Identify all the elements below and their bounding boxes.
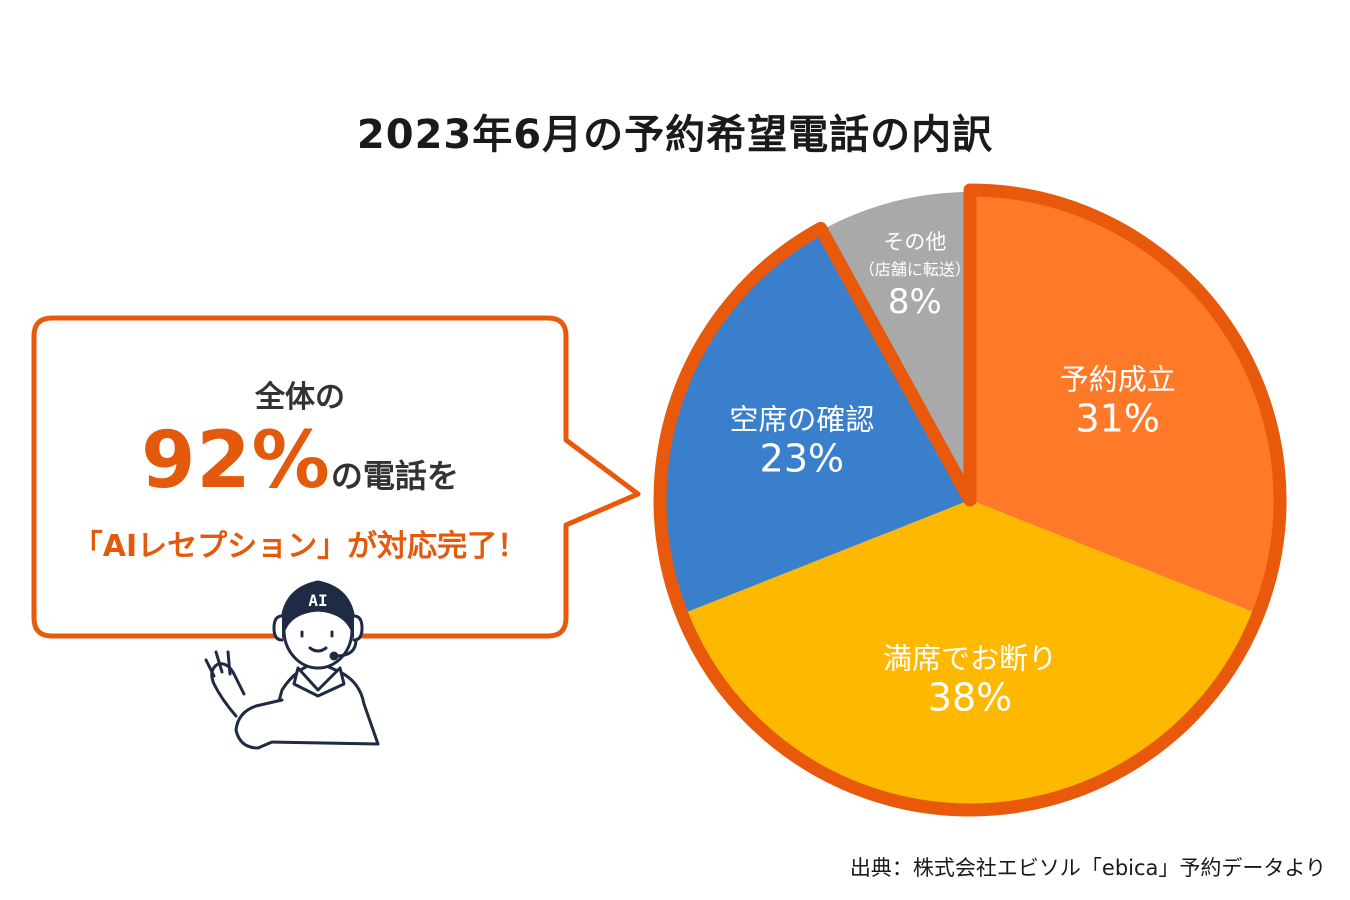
- callout-line3: 「AIレセプション」が対応完了！: [72, 529, 528, 564]
- slice-value-2: 38%: [928, 676, 1012, 720]
- slice-sublabel-4: （店舗に転送）: [859, 260, 971, 279]
- highlight-outline: [653, 183, 1287, 817]
- slice-label-2: 満席でお断り: [883, 642, 1057, 676]
- slice-value-3: 23%: [760, 436, 844, 480]
- source-note: 出典：株式会社エビソル「ebica」予約データより: [849, 856, 1326, 880]
- callout-line2-tail: の電話を: [330, 457, 459, 495]
- slice-value-1: 31%: [1076, 397, 1160, 441]
- chart-title: 2023年6月の予約希望電話の内訳: [356, 112, 994, 158]
- slice-label-1: 予約成立: [1060, 363, 1176, 397]
- callout-line2: 92%の電話を: [40, 422, 560, 517]
- callout: 全体の 92%の電話を 「AIレセプション」が対応完了！: [40, 378, 560, 567]
- callout-highlight: 92%: [141, 416, 331, 506]
- callout-line1: 全体の: [255, 380, 345, 415]
- pie-slice-3: [662, 230, 970, 614]
- slice-value-4: 8%: [888, 282, 942, 322]
- pie-slice-2: [683, 500, 1257, 809]
- slice-label-4: その他: [883, 230, 946, 254]
- avatar-badge: AI: [308, 591, 327, 610]
- slice-label-3: 空席の確認: [729, 402, 874, 436]
- operator-illustration: [204, 580, 380, 750]
- speech-bubble: [31, 315, 641, 639]
